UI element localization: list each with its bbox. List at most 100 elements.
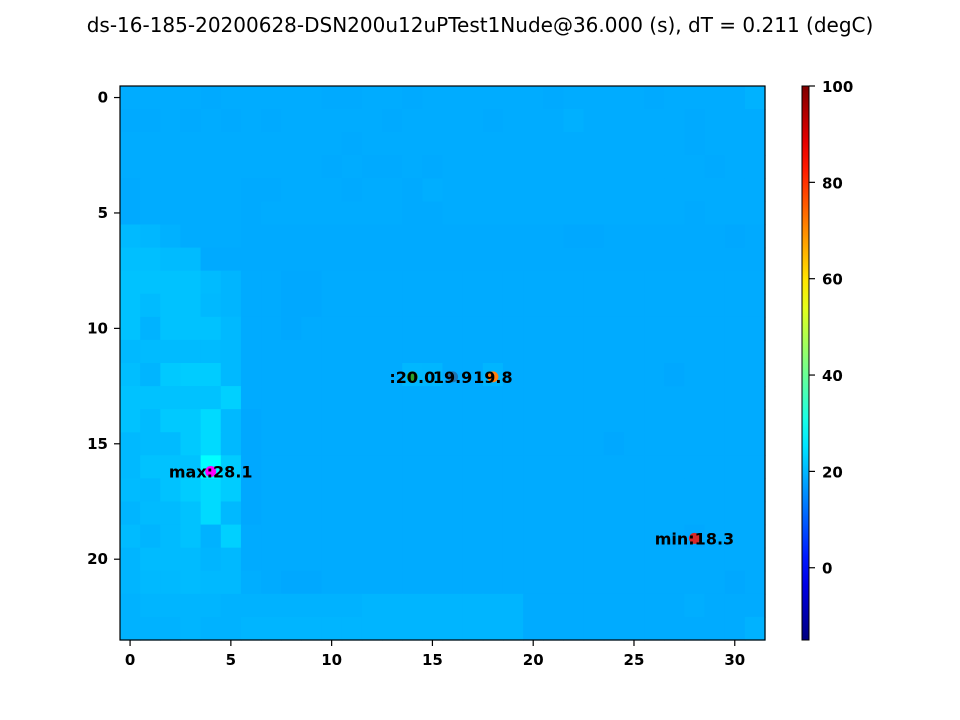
heatmap-cell xyxy=(523,432,544,456)
heatmap-cell xyxy=(724,86,746,110)
heatmap-cell xyxy=(180,501,202,526)
heatmap-cell xyxy=(301,316,323,341)
heatmap-cell xyxy=(462,201,484,226)
heatmap-cell xyxy=(240,293,262,318)
heatmap-cell xyxy=(563,432,585,456)
heatmap-cell xyxy=(200,270,222,295)
heatmap-cell xyxy=(523,386,544,410)
heatmap-cell xyxy=(321,132,343,156)
heatmap-cell xyxy=(402,316,423,341)
heatmap-cell xyxy=(462,316,484,341)
heatmap-cell xyxy=(543,293,565,318)
heatmap-cell xyxy=(482,547,504,572)
heatmap-cell xyxy=(462,339,484,364)
heatmap-cell xyxy=(281,501,303,526)
heatmap-cell xyxy=(724,132,746,156)
heatmap-cell xyxy=(382,270,403,295)
heatmap-cell xyxy=(160,524,182,549)
heatmap-cell xyxy=(502,432,524,456)
heatmap-cell xyxy=(281,478,303,503)
heatmap-cell xyxy=(200,178,222,203)
heatmap-cell xyxy=(523,524,544,549)
heatmap-cell xyxy=(220,109,242,133)
heatmap-cell xyxy=(220,86,242,110)
heatmap-cell xyxy=(684,293,706,318)
heatmap-cell xyxy=(341,570,363,595)
heatmap-cell xyxy=(341,386,363,410)
heatmap-cell xyxy=(724,593,746,618)
heatmap-cell xyxy=(684,455,706,480)
heatmap-cell xyxy=(220,247,242,272)
heatmap-cell xyxy=(160,501,182,526)
heatmap-cell xyxy=(603,409,625,433)
heatmap-cell xyxy=(442,247,464,272)
heatmap-cell xyxy=(563,247,585,272)
heatmap-cell xyxy=(583,547,605,572)
heatmap-cell xyxy=(261,247,282,272)
heatmap-cell xyxy=(744,247,766,272)
heatmap-cell xyxy=(341,616,363,641)
heatmap-cell xyxy=(120,247,141,272)
heatmap-cell xyxy=(422,109,444,133)
heatmap-cell xyxy=(402,132,423,156)
heatmap-cell xyxy=(482,155,504,179)
heatmap-cell xyxy=(502,339,524,364)
heatmap-cell xyxy=(281,593,303,618)
heatmap-cell xyxy=(240,86,262,110)
heatmap-cell xyxy=(462,363,484,387)
heatmap-cell xyxy=(523,570,544,595)
heatmap-cell xyxy=(623,455,645,480)
heatmap-cell xyxy=(220,616,242,641)
heatmap-cell xyxy=(644,224,665,249)
heatmap-cell xyxy=(361,339,383,364)
heatmap-cell xyxy=(523,178,544,203)
y-tick-label: 5 xyxy=(98,204,108,222)
heatmap-cell xyxy=(402,478,423,503)
heatmap-cell xyxy=(462,570,484,595)
heatmap-cell xyxy=(623,386,645,410)
heatmap-cell xyxy=(543,201,565,226)
heatmap-cell xyxy=(120,616,141,641)
heatmap-cell xyxy=(422,524,444,549)
heatmap-cell xyxy=(603,293,625,318)
heatmap-cell xyxy=(704,524,726,549)
heatmap-cell xyxy=(200,224,222,249)
heatmap-cell xyxy=(482,201,504,226)
heatmap-cell xyxy=(664,270,685,295)
heatmap-cell xyxy=(281,524,303,549)
heatmap-cell xyxy=(180,386,202,410)
heatmap-cell xyxy=(664,616,685,641)
heatmap-cell xyxy=(603,132,625,156)
heatmap-cell xyxy=(321,547,343,572)
heatmap-cell xyxy=(543,339,565,364)
heatmap-cell xyxy=(341,293,363,318)
heatmap-cell xyxy=(120,455,141,480)
heatmap-cell xyxy=(180,316,202,341)
heatmap-cell xyxy=(140,270,161,295)
heatmap-cell xyxy=(724,616,746,641)
heatmap-cell xyxy=(744,501,766,526)
heatmap-cell xyxy=(462,593,484,618)
heatmap-cell xyxy=(140,178,161,203)
heatmap-cell xyxy=(281,155,303,179)
heatmap-cell xyxy=(261,570,282,595)
heatmap-cell xyxy=(361,409,383,433)
heatmap-cell xyxy=(160,570,182,595)
heatmap-cell xyxy=(200,409,222,433)
heatmap-cell xyxy=(724,109,746,133)
heatmap-cell xyxy=(402,455,423,480)
heatmap-cell xyxy=(402,224,423,249)
heatmap-cell xyxy=(502,524,524,549)
heatmap-cell xyxy=(684,363,706,387)
heatmap-cell xyxy=(482,501,504,526)
heatmap-cell xyxy=(684,270,706,295)
heatmap-cell xyxy=(180,455,202,480)
heatmap-cell xyxy=(120,478,141,503)
heatmap-cell xyxy=(684,593,706,618)
heatmap-cell xyxy=(261,432,282,456)
heatmap-cell xyxy=(563,524,585,549)
y-tick-label: 10 xyxy=(87,319,108,337)
heatmap-cell xyxy=(502,409,524,433)
heatmap-cell xyxy=(200,316,222,341)
colorbar-tick-label: 60 xyxy=(822,271,843,289)
